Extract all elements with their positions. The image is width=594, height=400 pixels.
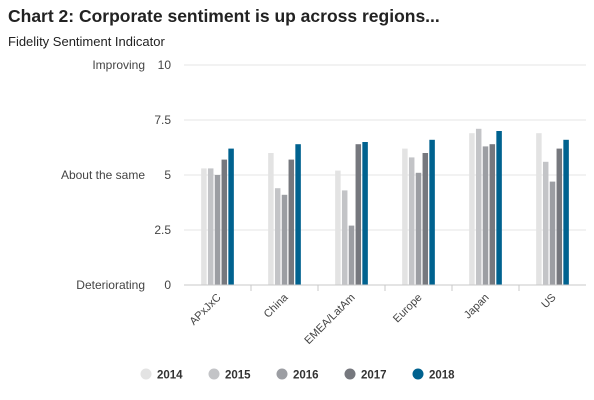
bar xyxy=(335,170,341,285)
legend-item[interactable]: 2017 xyxy=(344,368,387,382)
legend-label: 2015 xyxy=(225,370,251,382)
bar xyxy=(348,225,355,285)
y-tick-label: 7.5 xyxy=(154,113,171,127)
y-annotations: Improving About the same Deteriorating xyxy=(61,58,145,292)
legend-label: 2017 xyxy=(361,370,387,382)
y-annotation-label: Deteriorating xyxy=(76,278,145,292)
legend-marker xyxy=(412,368,424,380)
bar xyxy=(355,144,362,285)
y-tick-label: 0 xyxy=(164,278,171,292)
bar xyxy=(536,133,542,285)
bar xyxy=(402,148,408,285)
legend-label: 2016 xyxy=(293,370,319,382)
bar xyxy=(475,128,482,285)
legend-marker xyxy=(276,368,288,380)
category-label: EMEA/LatAm xyxy=(302,292,357,347)
bar xyxy=(496,131,502,285)
legend-label: 2014 xyxy=(157,370,183,382)
chart-title: Chart 2: Corporate sentiment is up acros… xyxy=(8,6,440,26)
grid-lines xyxy=(184,64,586,231)
bar xyxy=(295,144,301,285)
bar xyxy=(429,139,435,285)
chart-subtitle: Fidelity Sentiment Indicator xyxy=(8,34,165,49)
bar xyxy=(201,168,207,285)
bar xyxy=(556,148,563,285)
bar xyxy=(288,159,295,285)
legend-item[interactable]: 2015 xyxy=(208,368,252,382)
bar xyxy=(274,188,281,285)
bar xyxy=(469,133,475,285)
bar xyxy=(408,157,415,285)
bar xyxy=(415,172,422,285)
bar xyxy=(228,148,234,285)
bars xyxy=(201,128,569,285)
legend-marker xyxy=(208,368,220,380)
bar xyxy=(268,153,274,285)
y-tick-label: 5 xyxy=(164,168,171,182)
bar xyxy=(362,142,368,285)
legend-item[interactable]: 2018 xyxy=(412,368,456,382)
y-tick-label: 10 xyxy=(158,58,172,72)
legend-marker xyxy=(140,368,152,380)
category-label: APxJxC xyxy=(187,292,223,328)
bar xyxy=(341,190,348,285)
y-annotation-label: About the same xyxy=(61,168,145,182)
bar xyxy=(542,161,549,285)
x-axis: APxJxC China EMEA/LatAm Europe Japan US xyxy=(184,284,586,347)
y-tick-label: 2.5 xyxy=(154,223,171,237)
y-axis-ticks: 0 2.5 5 7.5 10 xyxy=(154,58,171,292)
bar xyxy=(563,139,569,285)
legend-item[interactable]: 2016 xyxy=(276,368,319,382)
legend-label: 2018 xyxy=(429,370,455,382)
bar xyxy=(281,194,288,285)
category-label: China xyxy=(262,291,291,320)
y-annotation-label: Improving xyxy=(92,58,145,72)
bar xyxy=(422,153,429,285)
bar xyxy=(207,168,214,285)
bar xyxy=(221,159,228,285)
category-label: US xyxy=(539,292,558,311)
bar xyxy=(549,181,556,285)
legend-marker xyxy=(344,368,356,380)
category-label: Europe xyxy=(391,292,425,326)
legend-item[interactable]: 2014 xyxy=(140,368,184,382)
category-label: Japan xyxy=(462,292,492,322)
bar xyxy=(489,144,496,285)
bar xyxy=(214,175,221,285)
legend: 2014 2015 2016 2017 2018 xyxy=(140,368,456,382)
bar xyxy=(482,146,489,285)
